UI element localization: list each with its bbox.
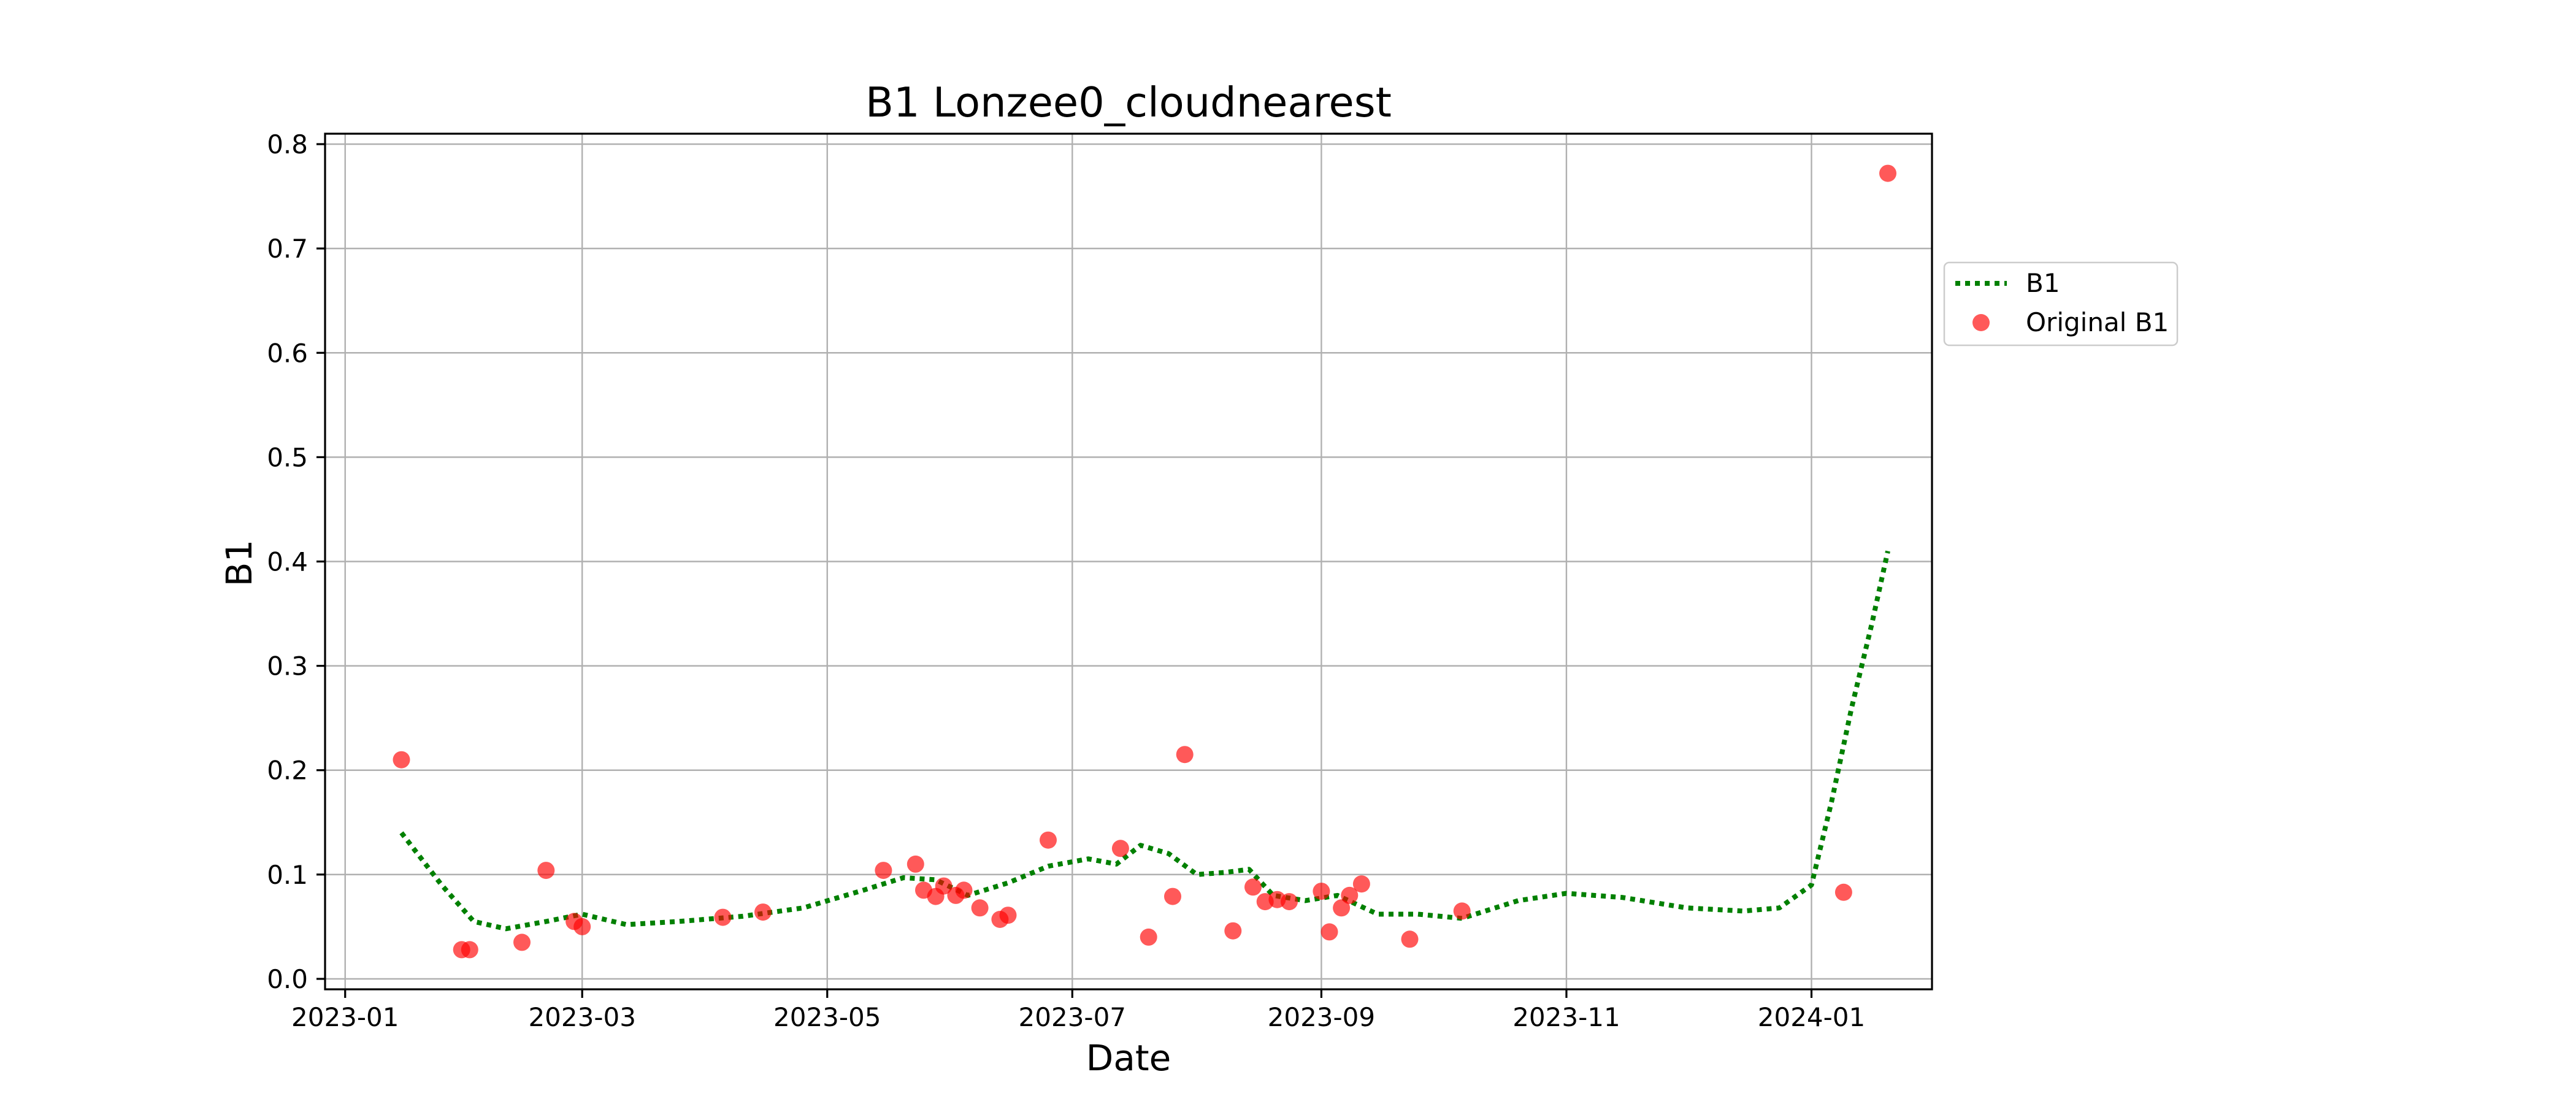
scatter-point — [875, 862, 892, 880]
grid — [325, 134, 1932, 989]
scatter-point — [1176, 746, 1194, 764]
y-tick-label: 0.2 — [267, 756, 308, 786]
x-tick-label: 2023-09 — [1268, 1002, 1376, 1032]
scatter-point — [1321, 923, 1338, 941]
scatter-point — [1313, 883, 1330, 900]
y-tick-label: 0.7 — [267, 234, 308, 264]
scatter-point — [513, 933, 531, 951]
y-tick-label: 0.4 — [267, 547, 308, 577]
x-tick-label: 2023-03 — [528, 1002, 636, 1032]
chart-title: B1 Lonzee0_cloudnearest — [865, 79, 1392, 126]
scatter-point — [955, 881, 973, 899]
scatter-point — [1352, 875, 1370, 893]
x-tick-label: 2023-07 — [1019, 1002, 1127, 1032]
scatter-point — [935, 877, 953, 895]
scatter-point — [1140, 928, 1157, 946]
scatter-point — [999, 907, 1017, 924]
scatter-point — [1164, 887, 1181, 905]
scatter-point — [1401, 930, 1419, 948]
scatter-point — [393, 751, 410, 769]
legend-label-original-b1: Original B1 — [2026, 307, 2169, 337]
scatter-point — [1341, 886, 1359, 904]
y-tick-label: 0.5 — [267, 442, 308, 472]
plot-data — [393, 164, 1896, 959]
scatter-point — [1111, 840, 1129, 857]
scatter-point — [1281, 893, 1298, 911]
legend-label-b1: B1 — [2026, 268, 2060, 298]
scatter-point — [537, 862, 555, 880]
series-line-b1 — [399, 550, 1890, 932]
scatter-point — [1879, 164, 1896, 182]
scatter-point — [1453, 902, 1471, 920]
scatter-point — [1834, 883, 1852, 901]
scatter-point — [461, 941, 478, 959]
x-tick-label: 2023-05 — [773, 1002, 881, 1032]
y-tick-label: 0.8 — [267, 129, 308, 159]
x-tick-label: 2024-01 — [1758, 1002, 1866, 1032]
scatter-point — [714, 908, 732, 926]
scatter-point — [1333, 899, 1351, 917]
scatter-point — [1244, 878, 1262, 896]
scatter-point — [1224, 922, 1242, 940]
scatter-point — [971, 899, 989, 917]
x-axis-label: Date — [1086, 1037, 1171, 1079]
y-axis-label: B1 — [218, 540, 260, 587]
legend: B1 Original B1 — [1943, 261, 2179, 347]
y-tick-label: 0.3 — [267, 651, 308, 681]
scatter-point — [754, 903, 772, 921]
x-tick-label: 2023-11 — [1512, 1002, 1620, 1032]
y-tick-label: 0.0 — [267, 964, 308, 994]
legend-box — [1943, 261, 2179, 347]
y-tick-label: 0.1 — [267, 860, 308, 890]
legend-point-swatch — [1972, 314, 1990, 331]
y-tick-label: 0.6 — [267, 338, 308, 368]
scatter-point — [1040, 831, 1057, 849]
scatter-point — [907, 855, 924, 873]
x-tick-label: 2023-01 — [291, 1002, 399, 1032]
scatter-point — [573, 918, 591, 935]
axes-ticks: 2023-01 2023-03 2023-05 2023-07 2023-09 2023-… — [267, 129, 1865, 1032]
